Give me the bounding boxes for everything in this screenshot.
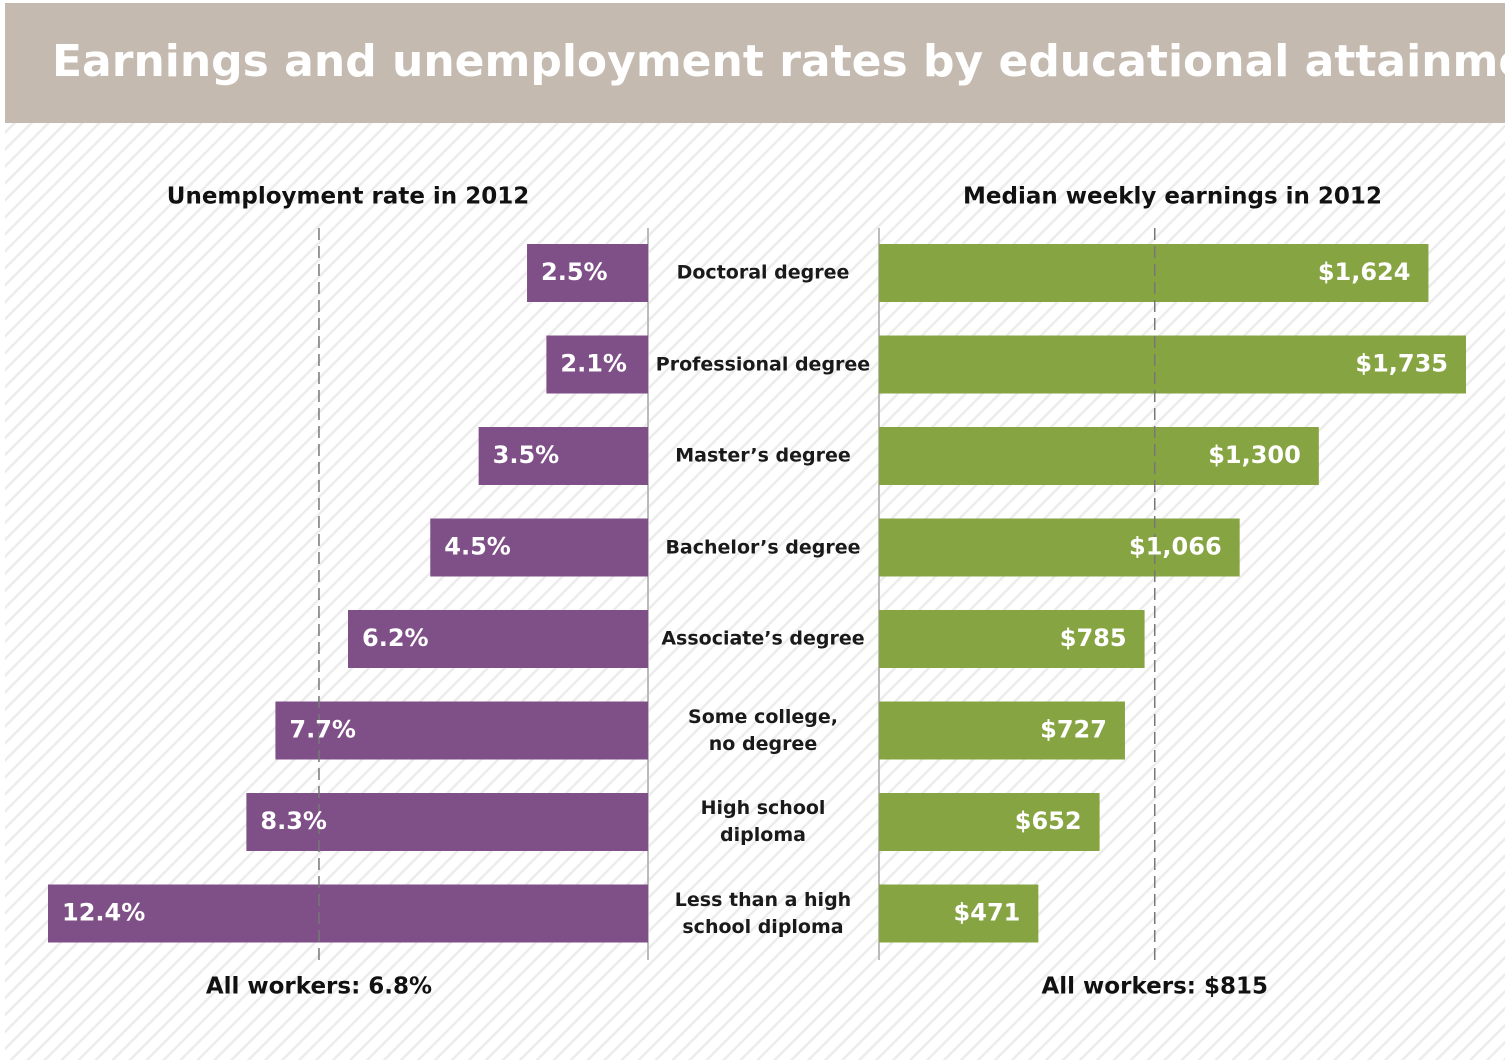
category-label: Professional degree <box>655 353 871 375</box>
value-label: $471 <box>954 899 1021 927</box>
page-title: Earnings and unemployment rates by educa… <box>52 36 1510 87</box>
value-label: 2.1% <box>560 350 627 378</box>
bar <box>430 518 648 577</box>
bar <box>275 701 648 760</box>
panel-title: Unemployment rate in 2012 <box>167 184 529 210</box>
bar <box>348 610 648 668</box>
bar <box>48 884 648 943</box>
bar <box>879 518 1240 577</box>
bar <box>879 427 1319 485</box>
value-label: $727 <box>1040 716 1107 744</box>
category-label: High school diploma <box>700 797 826 846</box>
bar <box>879 793 1100 851</box>
bar <box>246 793 649 851</box>
bar <box>478 427 648 485</box>
value-label: 7.7% <box>289 716 356 744</box>
value-label: 3.5% <box>493 441 560 469</box>
bar <box>879 884 1039 943</box>
value-label: $652 <box>1015 807 1082 835</box>
bar <box>879 701 1125 760</box>
category-label: Associate’s degree <box>661 627 865 650</box>
value-label: $1,300 <box>1208 441 1301 469</box>
bar <box>879 244 1429 302</box>
category-label: Bachelor’s degree <box>665 536 861 558</box>
value-label: 4.5% <box>444 533 511 561</box>
panel-title: Median weekly earnings in 2012 <box>963 184 1382 210</box>
value-label: 12.4% <box>62 899 145 927</box>
header-band <box>5 3 1505 123</box>
category-label: Master’s degree <box>675 444 851 467</box>
reference-label: All workers: $815 <box>1041 974 1268 1000</box>
value-label: $1,735 <box>1355 350 1448 378</box>
bar <box>546 335 648 394</box>
bar <box>527 244 648 302</box>
value-label: 2.5% <box>541 258 608 286</box>
category-label: Less than a high school diploma <box>674 888 852 938</box>
bar <box>879 335 1466 394</box>
value-label: $785 <box>1060 624 1127 652</box>
value-label: 6.2% <box>362 624 429 652</box>
category-label: Doctoral degree <box>676 261 850 284</box>
bar <box>879 610 1145 668</box>
value-label: 8.3% <box>260 807 327 835</box>
value-label: $1,066 <box>1129 533 1222 561</box>
category-label: Some college, no degree <box>688 705 838 755</box>
value-label: $1,624 <box>1318 258 1411 286</box>
reference-label: All workers: 6.8% <box>206 974 432 1000</box>
